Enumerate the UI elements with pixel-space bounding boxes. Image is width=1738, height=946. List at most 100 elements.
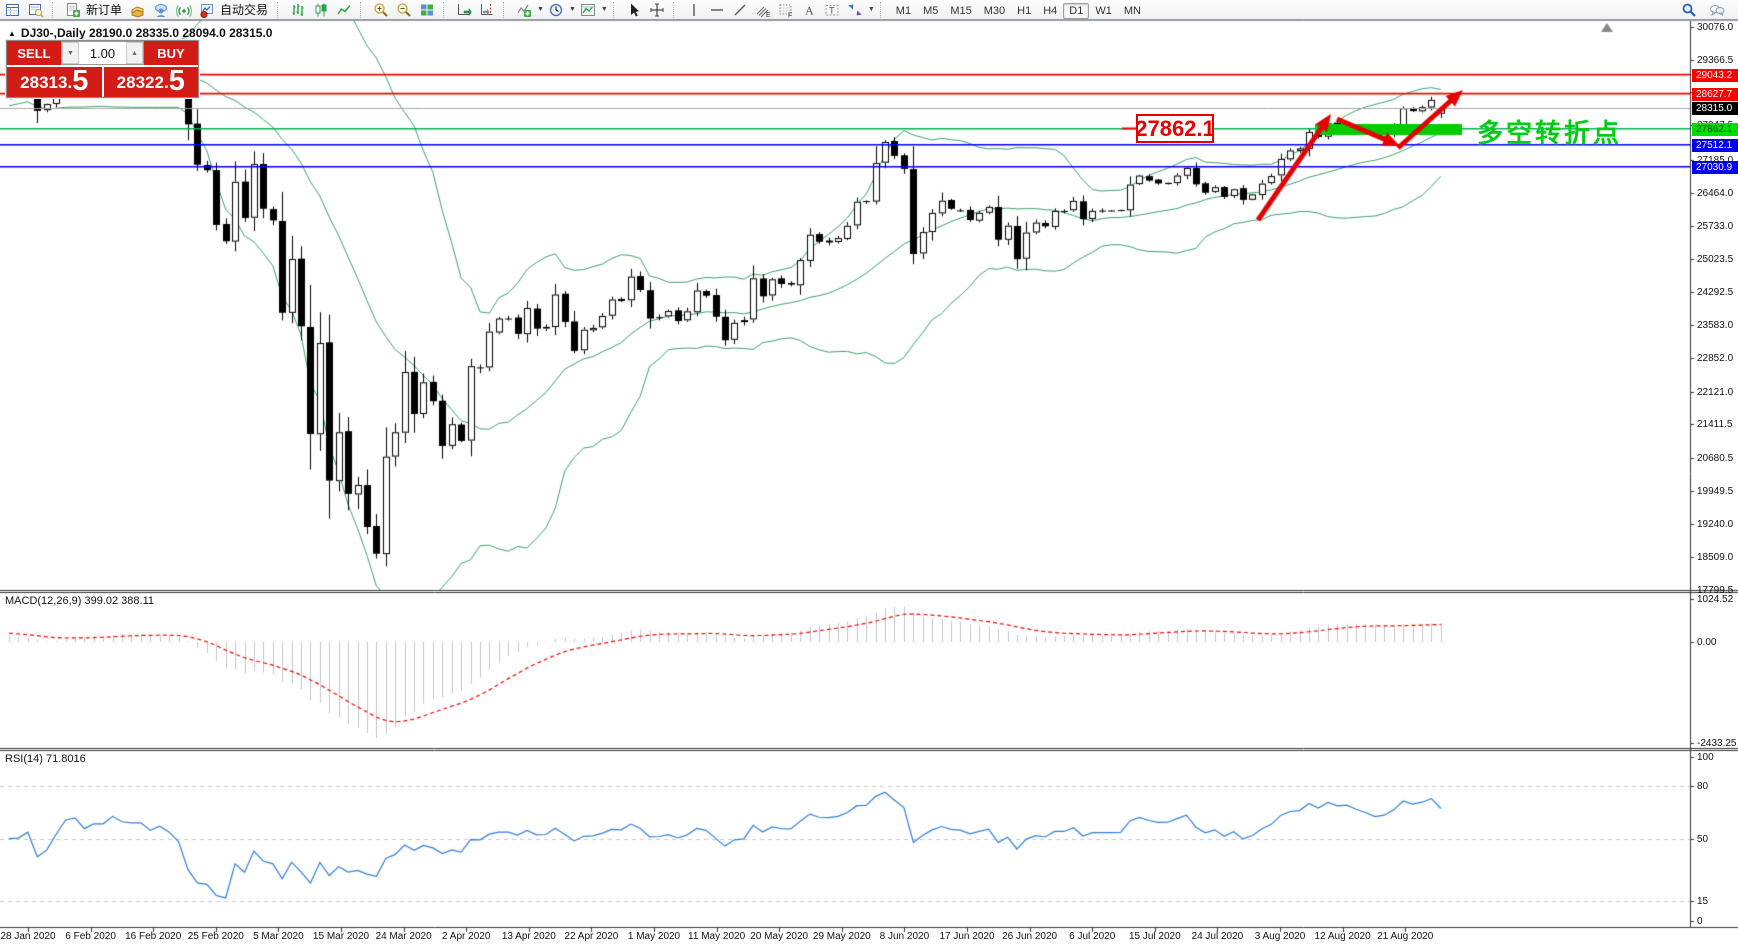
price-line-label: 27512.1 [1692,138,1738,152]
indicators-dropdown-icon[interactable]: ▼ [537,6,544,13]
price-axis-tick: 19949.5 [1697,486,1734,498]
new-order-label[interactable]: 新订单 [86,3,123,17]
price-axis-tick: 26464.0 [1697,187,1734,199]
toolbar-separator [879,1,886,18]
rsi-axis-tick: 15 [1697,895,1709,907]
sell-price[interactable]: 28313. 5 [7,67,104,97]
rsi-axis-tick: 0 [1697,916,1703,927]
price-axis-tick: 17799.5 [1697,584,1734,596]
templates-dropdown-icon[interactable]: ▼ [600,6,608,13]
zoom-out-icon[interactable] [393,1,415,19]
symbol-collapse-icon[interactable]: ▲ [8,28,16,38]
autotrading-icon[interactable] [196,1,218,19]
price-axis-tick: 19240.0 [1697,518,1734,530]
price-annotation-label: 27862.1 [1135,114,1215,143]
cursor-icon[interactable] [623,1,645,19]
buy-price-dot: . [163,73,169,92]
periods-dropdown-icon[interactable]: ▼ [568,6,576,13]
timeframe-group: M1 M5 M15 M30 H1 H4 D1 W1 MN [890,1,1147,19]
sell-button[interactable]: SELL [7,41,61,65]
date-axis-label: 16 Feb 2020 [125,931,182,942]
line-chart-type-icon[interactable] [333,1,355,19]
buy-price-dec: 5 [168,65,185,97]
horizontal-line-icon[interactable] [706,1,728,19]
date-axis-label: 3 Aug 2020 [1254,931,1306,942]
turning-point-label: 多空转折点 [1477,118,1623,148]
macd-axis-tick: 1024.52 [1697,594,1734,606]
arrows-icon[interactable] [844,1,866,19]
timeframe-w1[interactable]: W1 [1095,4,1112,17]
timeframe-h4[interactable]: H4 [1043,4,1058,17]
one-click-trading-panel: SELL ▼ ▲ BUY 28313.5 28322.5 [6,40,199,98]
signals-icon[interactable] [173,1,195,19]
svg-text:E: E [766,12,771,18]
market-watch-icon[interactable] [2,1,24,19]
history-center-icon[interactable] [127,1,149,19]
timeframe-d1[interactable]: D1 [1063,2,1090,19]
toolbar-separator [360,1,366,18]
periods-icon[interactable] [545,1,567,19]
price-axis-tick: 18509.0 [1697,552,1734,564]
date-axis-label: 6 Feb 2020 [65,931,116,942]
price-line-label: 29043.2 [1692,68,1738,82]
date-axis-label: 24 Mar 2020 [375,931,432,942]
price-axis-tick: 25733.0 [1697,221,1734,233]
buy-button[interactable]: BUY [144,41,198,65]
vertical-line-icon[interactable] [683,1,705,19]
search-icon[interactable] [1678,1,1700,19]
timeframe-h1[interactable]: H1 [1017,4,1032,17]
date-axis-label: 25 Feb 2020 [187,931,244,942]
svg-text:T: T [829,5,835,15]
date-axis-label: 21 Aug 2020 [1377,931,1434,942]
chart-canvas[interactable] [0,20,1738,946]
auto-scroll-icon[interactable] [453,1,475,19]
rsi-indicator-label: RSI(14) 71.8016 [5,753,86,765]
price-axis-tick: 29366.5 [1697,54,1734,66]
macd-indicator-label: MACD(12,26,9) 399.02 388.11 [5,595,154,607]
fibonacci-icon[interactable]: E [752,1,774,19]
date-axis-label: 8 Jun 2020 [879,931,930,942]
zoom-in-icon[interactable] [370,1,392,19]
chart-shift-icon[interactable] [476,1,498,19]
timeframe-m30[interactable]: M30 [983,4,1006,17]
data-window-icon[interactable] [25,1,47,19]
templates-icon[interactable] [577,1,599,19]
price-axis-tick: 22121.0 [1697,386,1734,398]
date-axis-label: 17 Jun 2020 [939,931,995,942]
candlestick-type-icon[interactable] [310,1,332,19]
date-axis-label: 26 Jun 2020 [1002,931,1058,942]
chat-icon[interactable] [1706,1,1728,19]
timeframe-m15[interactable]: M15 [950,4,972,17]
fibo-grid-icon[interactable]: F [775,1,797,19]
date-axis-label: 15 Jul 2020 [1128,931,1181,942]
price-axis-tick: 30076.0 [1697,22,1734,34]
volume-decrease-button[interactable]: ▼ [62,42,79,64]
price-line-label: 27862.1 [1692,122,1738,136]
indicators-icon[interactable] [513,1,535,19]
buy-price[interactable]: 28322. 5 [104,67,199,97]
new-order-icon[interactable] [62,1,84,19]
crosshair-icon[interactable] [646,1,668,19]
rsi-axis-tick: 80 [1697,781,1709,793]
buy-price-int: 28322 [116,73,164,92]
timeframe-m1[interactable]: M1 [895,4,912,17]
arrows-dropdown-icon[interactable]: ▼ [867,6,875,13]
autotrading-label[interactable]: 自动交易 [220,3,269,17]
date-axis-label: 2 Apr 2020 [442,931,491,942]
rsi-axis-tick: 50 [1697,834,1709,845]
chart-title-text: DJ30-,Daily 28190.0 28335.0 28094.0 2831… [20,26,273,40]
community-icon[interactable] [150,1,172,19]
price-axis-tick: 24292.5 [1697,287,1734,299]
timeframe-m5[interactable]: M5 [923,4,939,17]
tile-windows-icon[interactable] [416,1,438,19]
macd-axis-tick: -2433.25 [1697,738,1737,749]
svg-text:A: A [805,3,814,17]
text-label-icon[interactable]: T [821,1,843,19]
text-icon[interactable]: A [798,1,820,19]
timeframe-mn[interactable]: MN [1123,4,1141,17]
date-axis-label: 15 Mar 2020 [312,931,370,942]
bar-chart-type-icon[interactable] [287,1,309,19]
volume-increase-button[interactable]: ▲ [126,42,143,64]
volume-input[interactable] [79,42,126,64]
trendline-icon[interactable] [729,1,751,19]
